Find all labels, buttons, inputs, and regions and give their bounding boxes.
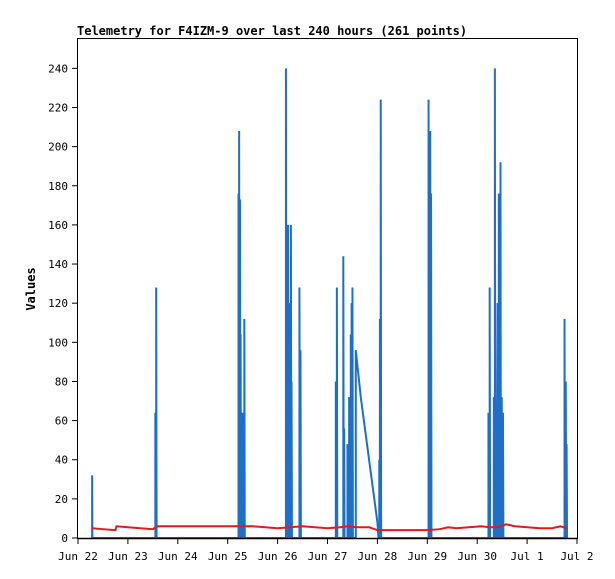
x-tick-label: Jun 25 [208, 550, 248, 563]
y-tick-label: 120 [48, 297, 68, 310]
y-tick-label: 180 [48, 180, 68, 193]
y-tick-label: 220 [48, 101, 68, 114]
x-tick-label: Jul 2 [560, 550, 593, 563]
series-line-red [92, 523, 567, 532]
y-tick-label: 240 [48, 62, 68, 75]
y-tick-label: 40 [55, 454, 68, 467]
x-tick-label: Jun 23 [108, 550, 148, 563]
y-tick-label: 20 [55, 493, 68, 506]
y-axis-label: Values [24, 267, 38, 310]
x-tick-label: Jun 24 [158, 550, 198, 563]
x-tick-label: Jul 1 [511, 550, 544, 563]
x-tick-label: Jun 22 [58, 550, 98, 563]
chart-title: Telemetry for F4IZM-9 over last 240 hour… [77, 24, 467, 38]
x-tick-label: Jun 30 [457, 550, 497, 563]
y-tick-label: 60 [55, 415, 68, 428]
x-axis: Jun 22 Jun 23 Jun 24 Jun 25 Jun 26 Jun 27 Jun … [58, 538, 594, 563]
y-axis: 0 20 40 60 80 100 120 140 160 180 200 220 240 [48, 62, 78, 545]
x-tick-label: Jun 29 [407, 550, 447, 563]
y-tick-label: 160 [48, 219, 68, 232]
y-tick-label: 140 [48, 258, 68, 271]
x-tick-label: Jun 27 [308, 550, 348, 563]
y-tick-label: 200 [48, 141, 68, 154]
y-tick-label: 100 [48, 336, 68, 349]
y-tick-label: 80 [55, 375, 68, 388]
y-tick-label: 0 [61, 532, 68, 545]
x-tick-label: Jun 26 [258, 550, 298, 563]
x-tick-label: Jun 28 [358, 550, 398, 563]
